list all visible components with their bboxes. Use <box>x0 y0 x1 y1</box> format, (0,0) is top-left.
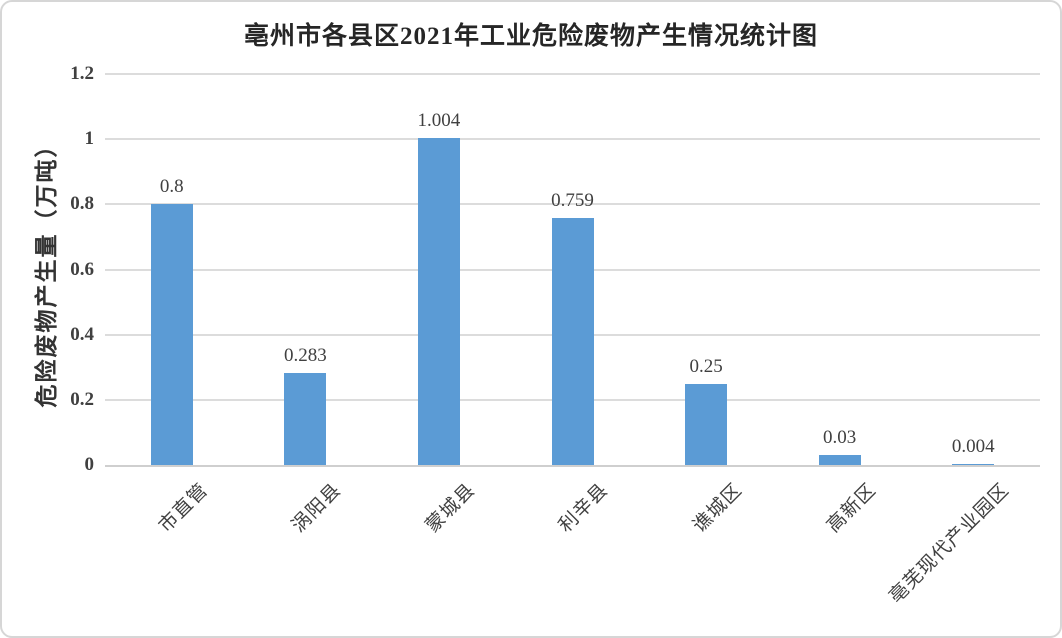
y-axis-tick-label: 0.6 <box>70 258 94 280</box>
gridline <box>105 138 1040 141</box>
x-axis-category-label: 谯城区 <box>689 479 747 537</box>
bar-value-label: 0.004 <box>951 435 995 457</box>
x-axis-category-label: 利辛县 <box>555 479 613 537</box>
gridline <box>105 203 1040 206</box>
bar-2 <box>284 372 327 465</box>
bar-value-label: 1.004 <box>417 109 461 131</box>
bar-5 <box>685 383 728 465</box>
bar-value-label: 0.25 <box>689 355 723 377</box>
bar-value-label: 0.03 <box>823 427 857 449</box>
y-axis-tick-label: 0.2 <box>70 388 94 410</box>
y-axis-tick-label: 0 <box>84 454 95 475</box>
y-axis-tick-label: 1.2 <box>70 63 94 84</box>
y-axis-tick-label: 1 <box>84 128 95 150</box>
bar-value-label: 0.283 <box>283 344 327 366</box>
bar-7 <box>952 463 995 465</box>
bar-6 <box>818 455 861 465</box>
gridline <box>105 73 1040 75</box>
x-axis-category-label: 亳芜现代产业园区 <box>885 479 1014 608</box>
x-axis-category-label: 高新区 <box>822 479 881 537</box>
x-axis-category-label: 市直管 <box>154 479 213 537</box>
bar-4 <box>551 217 594 465</box>
y-axis-tick-label: 0.4 <box>70 323 94 345</box>
chart-title: 亳州市各县区2021年工业危险废物产生情况统计图 <box>243 23 818 50</box>
bar-value-label: 0.8 <box>159 176 184 198</box>
x-axis-category-label: 蒙城县 <box>422 479 480 537</box>
y-axis-tick-label: 0.8 <box>70 193 94 215</box>
bar-3 <box>417 137 460 465</box>
x-axis-category-label: 涡阳县 <box>288 479 346 537</box>
x-axis-line <box>105 465 1040 467</box>
bar-value-label: 0.759 <box>551 189 594 211</box>
bar-1 <box>150 204 193 465</box>
